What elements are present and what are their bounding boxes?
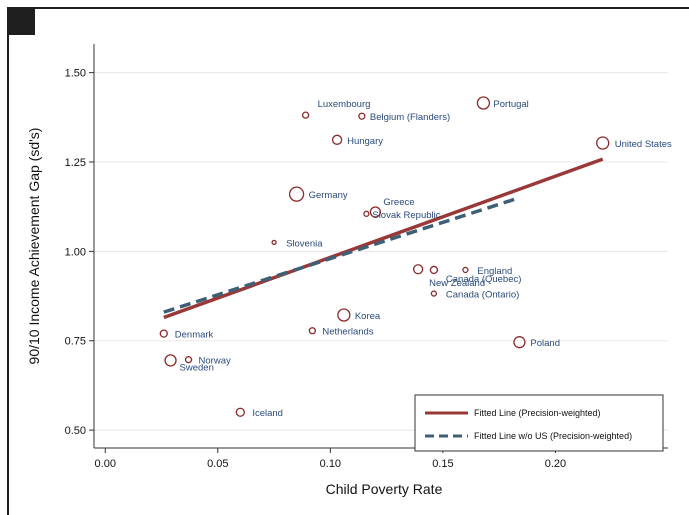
data-point bbox=[462, 266, 469, 274]
data-point bbox=[301, 111, 310, 119]
data-point bbox=[184, 356, 193, 364]
x-tick-label: 0.10 bbox=[320, 458, 341, 470]
x-axis-title: Child Poverty Rate bbox=[326, 481, 443, 497]
grid-layer bbox=[94, 72, 668, 431]
data-point bbox=[596, 136, 610, 150]
frame-border-left bbox=[7, 7, 9, 515]
y-tick-label: 1.25 bbox=[65, 157, 86, 169]
data-point bbox=[358, 112, 366, 120]
y-tick-label: 1.50 bbox=[65, 68, 86, 80]
frame-border-top bbox=[7, 7, 689, 9]
x-tick-label: 0.15 bbox=[432, 458, 453, 470]
point-label: England bbox=[477, 266, 512, 277]
data-point bbox=[288, 186, 305, 202]
fitted-lines bbox=[163, 157, 604, 320]
point-label: Sweden bbox=[180, 362, 214, 373]
legend: Fitted Line (Precision-weighted) Fitted … bbox=[414, 394, 664, 452]
data-point bbox=[159, 329, 168, 338]
data-point bbox=[430, 290, 438, 297]
data-point bbox=[369, 206, 382, 218]
data-point bbox=[363, 210, 370, 217]
point-label: Canada (Ontario) bbox=[446, 290, 519, 301]
point-label: Portugal bbox=[493, 99, 528, 110]
x-tick-label: 0.05 bbox=[207, 458, 228, 470]
tick-layer: 0.50 0.75 1.00 1.25 1.50 0.00 0.05 0.10 0.15 0.20 bbox=[65, 68, 567, 470]
point-label: Slovak Republic bbox=[372, 210, 440, 221]
point-label: Greece bbox=[383, 197, 414, 208]
point-label: Canada (Quebec) bbox=[446, 274, 522, 285]
fitted-line bbox=[163, 157, 604, 320]
y-tick-label: 1.00 bbox=[65, 246, 86, 258]
point-label: New Zealand bbox=[429, 278, 485, 289]
y-tick-label: 0.50 bbox=[65, 425, 86, 437]
data-point bbox=[337, 308, 351, 322]
x-tick-label: 0.00 bbox=[95, 458, 116, 470]
axis-layer bbox=[93, 44, 668, 449]
corner-block bbox=[7, 7, 35, 35]
data-point bbox=[164, 354, 177, 367]
y-tick-label: 0.75 bbox=[65, 336, 86, 348]
point-label: Denmark bbox=[175, 330, 214, 341]
legend-box bbox=[414, 394, 664, 452]
data-points bbox=[159, 96, 610, 417]
point-label: Norway bbox=[199, 356, 231, 367]
data-point bbox=[476, 96, 491, 110]
data-point bbox=[308, 327, 316, 335]
point-label: Slovenia bbox=[286, 238, 323, 249]
point-label: Belgium (Flanders) bbox=[370, 112, 450, 123]
data-point bbox=[429, 265, 439, 275]
legend-label-fitted-wo-us: Fitted Line w/o US (Precision-weighted) bbox=[474, 431, 632, 441]
legend-label-fitted: Fitted Line (Precision-weighted) bbox=[474, 408, 601, 418]
point-label: Hungary bbox=[347, 136, 383, 147]
point-label: Iceland bbox=[252, 408, 283, 419]
point-label: Poland bbox=[530, 338, 560, 349]
point-label: Korea bbox=[355, 311, 381, 322]
fitted-line-wo-us bbox=[163, 196, 520, 314]
y-axis-title: 90/10 Income Achievement Gap (sd's) bbox=[26, 128, 42, 365]
point-labels: Luxembourg Belgium (Flanders) Portugal Hung… bbox=[175, 99, 672, 419]
point-label: United States bbox=[615, 139, 672, 150]
data-point bbox=[331, 134, 343, 145]
data-point bbox=[513, 336, 526, 349]
x-tick-label: 0.20 bbox=[545, 458, 566, 470]
point-label: Luxembourg bbox=[318, 99, 371, 110]
point-label: Netherlands bbox=[322, 327, 373, 338]
data-point bbox=[412, 264, 424, 275]
data-point bbox=[235, 407, 245, 417]
data-point bbox=[271, 239, 277, 246]
point-label: Germany bbox=[309, 190, 348, 201]
